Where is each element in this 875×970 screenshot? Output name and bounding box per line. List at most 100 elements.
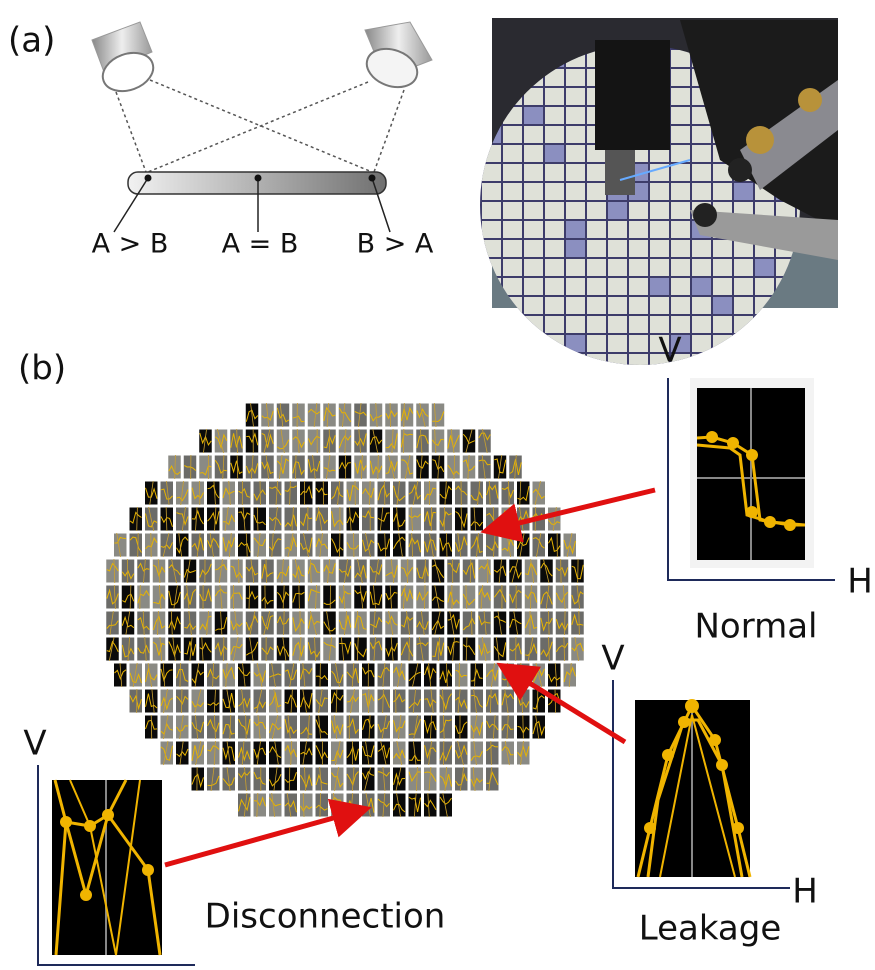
- die-cell: [431, 611, 445, 635]
- die-cell: [191, 663, 205, 687]
- die-cell: [315, 663, 329, 687]
- die-cell: [207, 741, 221, 765]
- photo-die: [671, 221, 690, 238]
- die-cell: [548, 533, 562, 557]
- die-cell: [369, 637, 383, 661]
- die-cell: [269, 533, 283, 557]
- photo-die: [587, 221, 606, 238]
- photo-die: [671, 183, 690, 200]
- photo-die: [566, 202, 585, 219]
- die-cell: [207, 507, 221, 531]
- photo-die: [608, 335, 627, 352]
- die-cell: [176, 533, 190, 557]
- die-cell: [369, 611, 383, 635]
- die-cell: [369, 559, 383, 583]
- photo-die: [713, 240, 732, 257]
- photo-die: [545, 107, 564, 124]
- photo-die: [503, 259, 522, 276]
- photo-die: [545, 164, 564, 181]
- photo-die: [566, 145, 585, 162]
- die-cell: [160, 663, 174, 687]
- photo-die: [629, 221, 648, 238]
- photo-die: [545, 335, 564, 352]
- die-cell: [253, 507, 267, 531]
- die-cell: [331, 767, 345, 791]
- die-cell: [493, 585, 507, 609]
- photo-die: [734, 259, 753, 276]
- die-cell: [354, 637, 368, 661]
- photo-die: [524, 202, 543, 219]
- axis-label: H: [792, 872, 818, 912]
- photo-die: [566, 354, 585, 371]
- die-cell: [424, 689, 438, 713]
- photo-die: [629, 240, 648, 257]
- die-cell: [362, 767, 376, 791]
- photo-die: [545, 183, 564, 200]
- photo-die: [587, 202, 606, 219]
- die-cell: [307, 637, 321, 661]
- photo-die: [587, 335, 606, 352]
- die-cell: [315, 715, 329, 739]
- inset-caption: Leakage: [639, 909, 782, 949]
- photo-die: [524, 107, 543, 124]
- photo-die: [545, 354, 564, 371]
- photo-die: [503, 354, 522, 371]
- die-cell: [470, 663, 484, 687]
- photo-die: [566, 335, 585, 352]
- photo-die: [524, 259, 543, 276]
- photo-die: [545, 145, 564, 162]
- wafer-map: [106, 403, 585, 817]
- photo-die: [545, 240, 564, 257]
- axis-label: V: [658, 331, 681, 371]
- photo-die: [671, 240, 690, 257]
- die-cell: [470, 481, 484, 505]
- photo-die: [608, 316, 627, 333]
- photo-die: [587, 259, 606, 276]
- photo-die: [713, 278, 732, 295]
- die-cell: [439, 507, 453, 531]
- photo-die: [650, 202, 669, 219]
- photo-die: [587, 354, 606, 371]
- photo-die: [629, 297, 648, 314]
- die-cell: [462, 637, 476, 661]
- photo-die: [671, 164, 690, 181]
- photo-die: [503, 240, 522, 257]
- die-cell: [323, 585, 337, 609]
- photo-die: [503, 183, 522, 200]
- photo-die: [671, 297, 690, 314]
- photo-die: [713, 259, 732, 276]
- die-cell: [284, 767, 298, 791]
- inset-leakage: [613, 680, 790, 888]
- die-cell: [439, 793, 453, 817]
- lamp-left: [92, 22, 159, 98]
- die-cell: [315, 741, 329, 765]
- axis-label: H: [847, 562, 873, 602]
- die-cell: [214, 429, 228, 453]
- photo-die: [587, 164, 606, 181]
- die-cell: [284, 663, 298, 687]
- photo-die: [713, 335, 732, 352]
- die-cell: [238, 767, 252, 791]
- die-cell: [230, 559, 244, 583]
- photo-die: [503, 126, 522, 143]
- photo-die: [629, 202, 648, 219]
- die-cell: [261, 611, 275, 635]
- die-trace: [378, 455, 379, 479]
- die-cell: [137, 585, 151, 609]
- inset-caption: Normal: [694, 607, 817, 647]
- photo-die: [545, 278, 564, 295]
- axis-label: V: [601, 639, 624, 679]
- die-cell: [424, 481, 438, 505]
- position-label: A = B: [222, 229, 299, 260]
- die-cell: [199, 559, 213, 583]
- die-cell: [222, 533, 236, 557]
- die-cell: [408, 715, 422, 739]
- photo-die: [629, 316, 648, 333]
- photo-die: [587, 240, 606, 257]
- die-cell: [245, 637, 259, 661]
- die-cell: [354, 559, 368, 583]
- photo-die: [755, 259, 774, 276]
- photo-die: [566, 240, 585, 257]
- photo-die: [545, 202, 564, 219]
- die-trace: [237, 455, 238, 479]
